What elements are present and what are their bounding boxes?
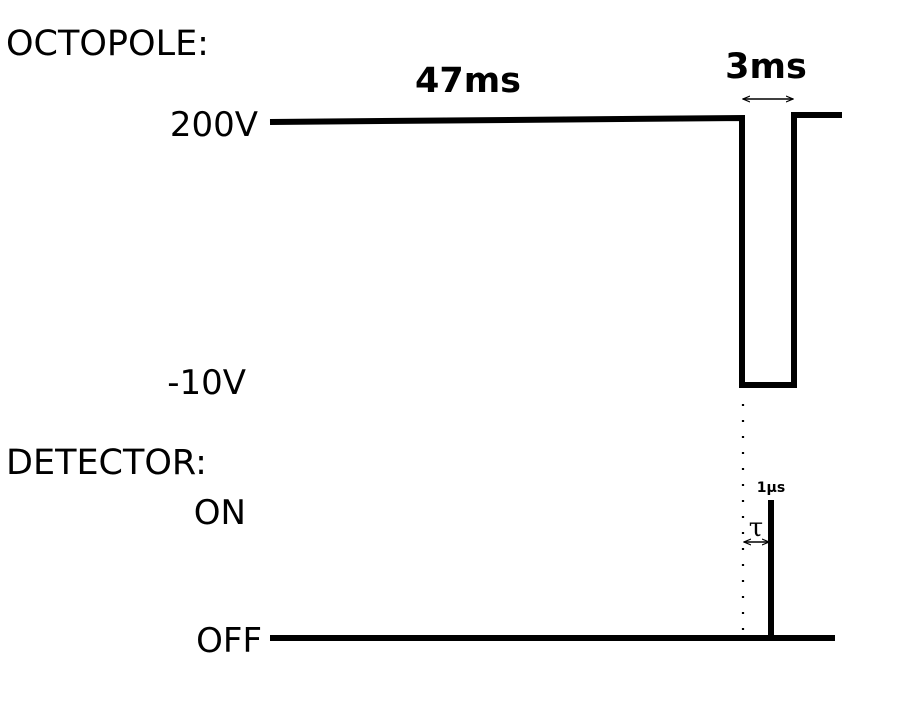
octopole-high-voltage-label: 200V (170, 105, 258, 145)
long-duration-label: 47ms (415, 61, 521, 101)
pulse-duration-label: 3ms (725, 47, 807, 87)
gate-width-label: 1μs (757, 480, 785, 496)
detector-section-title: DETECTOR: (6, 443, 207, 483)
delay-tau-label: τ (749, 513, 763, 543)
detector-on-label: ON (194, 493, 246, 533)
detector-off-label: OFF (196, 621, 262, 661)
octopole-section-title: OCTOPOLE: (6, 24, 209, 64)
detector-waveform (270, 500, 835, 641)
octopole-low-voltage-label: -10V (167, 363, 246, 403)
octopole-waveform (269, 112, 842, 388)
